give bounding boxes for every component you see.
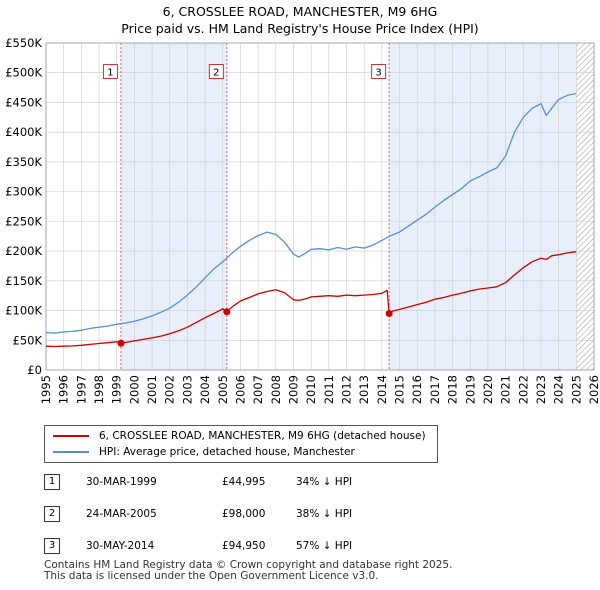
y-tick-label: £50K xyxy=(13,333,43,347)
sale-marker-box xyxy=(371,64,387,79)
footer-copyright: Contains HM Land Registry data © Crown c… xyxy=(44,559,453,571)
sale-number: 2 xyxy=(44,506,60,522)
x-tick-label: 2000 xyxy=(127,375,141,404)
plot-frame xyxy=(45,42,595,371)
sale-marker-box xyxy=(208,64,224,79)
x-tick-label: 2021 xyxy=(499,375,513,404)
x-tick-label: 2017 xyxy=(428,375,442,404)
x-tick-label: 2012 xyxy=(340,375,354,404)
projection-hatch xyxy=(576,43,594,370)
x-tick-label: 2019 xyxy=(463,375,477,404)
sale-marker-label: 3 xyxy=(375,68,381,79)
x-tick-label: 2001 xyxy=(145,375,159,404)
price-chart: £0 £50K £100K £150K £200K £250K £300K £350K £400… xyxy=(5,36,600,404)
sale-point xyxy=(117,339,125,347)
legend-label-property: 6, CROSSLEE ROAD, MANCHESTER, M9 6HG (de… xyxy=(99,430,426,442)
hpi-line xyxy=(45,92,577,334)
y-tick-label: £200K xyxy=(5,244,42,258)
y-tick-label: £450K xyxy=(5,95,42,109)
x-tick-label: 2020 xyxy=(481,375,495,404)
x-tick-label: 2025 xyxy=(569,375,583,404)
sale-marker-label: 2 xyxy=(213,68,219,79)
x-tick-label: 2015 xyxy=(393,375,407,404)
shaded-range-2 xyxy=(389,43,577,370)
x-tick-label: 1998 xyxy=(92,375,106,404)
x-tick-label: 2006 xyxy=(233,375,247,404)
legend-item-hpi: HPI: Average price, detached house, Manc… xyxy=(53,444,355,460)
x-tick-label: 2011 xyxy=(322,375,336,404)
chart-title: 6, CROSSLEE ROAD, MANCHESTER, M9 6HG xyxy=(162,4,438,19)
sale-date: 24-MAR-2005 xyxy=(86,508,157,520)
x-tick-label: 2024 xyxy=(552,375,566,404)
sale-marker-label: 1 xyxy=(107,68,113,79)
footer-licence: This data is licensed under the Open Gov… xyxy=(44,570,379,582)
x-tick-label: 2009 xyxy=(286,375,300,404)
sale-hpi-diff: 57% ↓ HPI xyxy=(296,540,353,552)
legend: 6, CROSSLEE ROAD, MANCHESTER, M9 6HG (de… xyxy=(44,425,438,463)
sale-price: £98,000 xyxy=(222,508,266,520)
sale-hpi-diff: 34% ↓ HPI xyxy=(296,476,353,488)
x-tick-label: 2003 xyxy=(180,375,194,404)
y-tick-label: £350K xyxy=(5,155,42,169)
y-tick-label: £500K xyxy=(5,66,42,80)
sale-number: 1 xyxy=(44,474,60,490)
x-tick-label: 2013 xyxy=(357,375,371,404)
y-tick-label: £100K xyxy=(5,304,42,318)
y-tick-label: £550K xyxy=(5,36,42,50)
x-tick-label: 2010 xyxy=(304,375,318,404)
legend-swatch-property xyxy=(53,435,89,437)
y-tick-label: £400K xyxy=(5,125,42,139)
sale-price: £94,950 xyxy=(222,540,266,552)
sale-point xyxy=(385,310,393,318)
legend-label-hpi: HPI: Average price, detached house, Manc… xyxy=(99,446,355,458)
y-tick-label: £250K xyxy=(5,214,42,228)
x-tick-label: 1995 xyxy=(39,375,53,404)
legend-item-property: 6, CROSSLEE ROAD, MANCHESTER, M9 6HG (de… xyxy=(53,428,426,444)
x-tick-label: 1999 xyxy=(110,375,124,404)
legend-swatch-hpi xyxy=(53,451,89,453)
footer: Contains HM Land Registry data © Crown c… xyxy=(44,560,452,582)
x-tick-label: 2018 xyxy=(446,375,460,404)
x-tick-label: 2023 xyxy=(534,375,548,404)
sale-point xyxy=(223,308,231,316)
x-tick-label: 2008 xyxy=(269,375,283,404)
x-tick-label: 2026 xyxy=(587,375,600,404)
x-tick-label: 2016 xyxy=(410,375,424,404)
x-tick-label: 2022 xyxy=(516,375,530,404)
sale-number: 3 xyxy=(44,538,60,554)
x-tick-label: 2007 xyxy=(251,375,265,404)
y-tick-label: £300K xyxy=(5,185,42,199)
property-price-line xyxy=(45,251,577,348)
x-tick-label: 2005 xyxy=(216,375,230,404)
sale-date: 30-MAR-1999 xyxy=(86,476,157,488)
y-tick-label: £0 xyxy=(27,363,42,377)
x-tick-label: 2014 xyxy=(375,375,389,404)
sale-hpi-diff: 38% ↓ HPI xyxy=(296,508,353,520)
x-tick-label: 2004 xyxy=(198,375,212,404)
sale-date: 30-MAY-2014 xyxy=(86,540,155,552)
x-tick-label: 2002 xyxy=(163,375,177,404)
x-tick-label: 1997 xyxy=(74,375,88,404)
sale-marker-box xyxy=(102,64,118,79)
x-tick-label: 1996 xyxy=(57,375,71,404)
chart-subtitle: Price paid vs. HM Land Registry's House … xyxy=(121,21,479,36)
sale-price: £44,995 xyxy=(222,476,266,488)
y-tick-label: £150K xyxy=(5,274,42,288)
